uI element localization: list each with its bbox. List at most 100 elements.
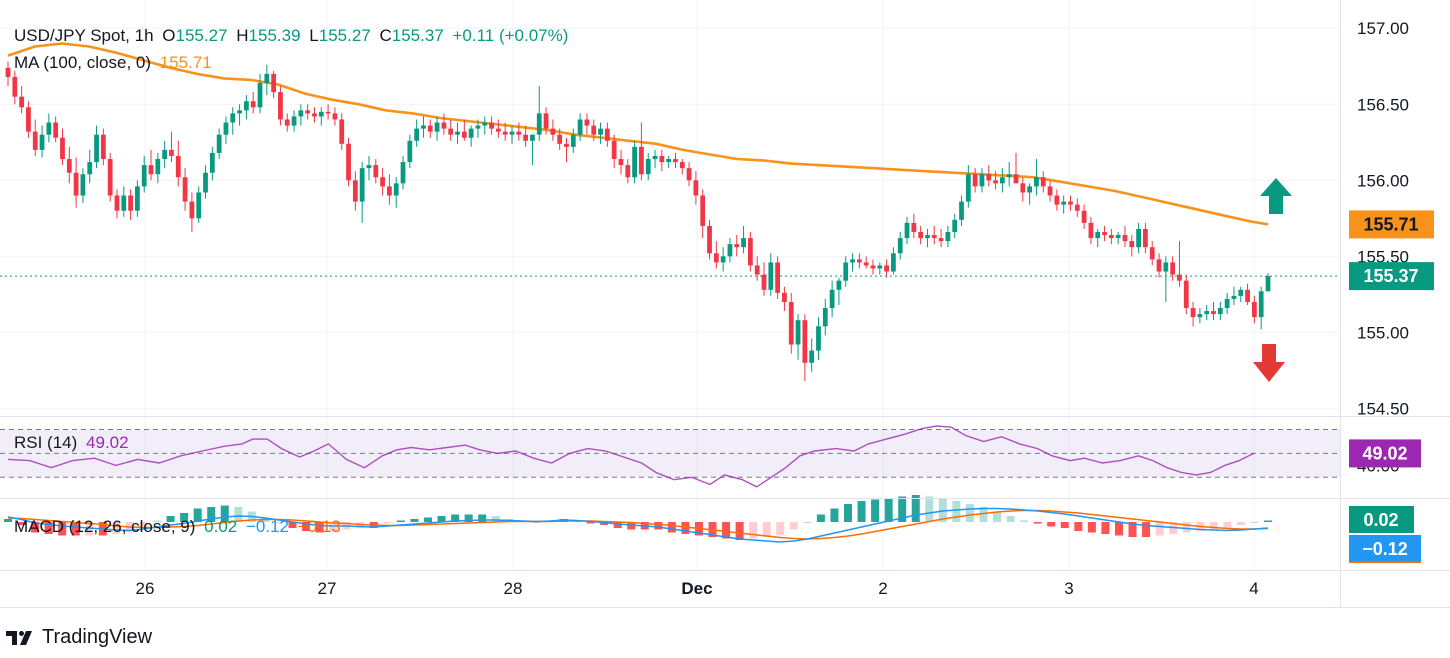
candle-body: [877, 265, 883, 269]
candle-body: [884, 265, 889, 272]
time-tick-label: 3: [1064, 579, 1073, 598]
candle-body: [625, 165, 631, 178]
candle-body: [175, 155, 181, 178]
candle-body: [271, 73, 277, 93]
candle-body: [94, 134, 99, 163]
candle-body: [482, 122, 488, 126]
macd-histogram-bar: [464, 514, 473, 522]
ma-legend-value: 155.71: [159, 53, 212, 72]
candle-body: [536, 113, 542, 135]
macd-histogram-bar: [1209, 522, 1218, 530]
macd-legend-signal: −0.13: [297, 517, 341, 536]
macd-histogram-bar: [871, 499, 880, 522]
candle-body: [1265, 276, 1271, 292]
candle-body: [1183, 280, 1189, 309]
candle-body: [775, 262, 781, 293]
macd-histogram-bar: [288, 522, 297, 528]
candle-body: [352, 180, 358, 202]
axes: 157.00 156.50 156.00 155.50 155.00 154.50 26 27…: [0, 0, 1450, 608]
candle-body: [904, 222, 910, 239]
candle-body: [495, 128, 501, 132]
candle-body: [959, 201, 964, 220]
macd-histogram-bar: [925, 496, 934, 522]
macd-histogram-bar: [613, 522, 622, 528]
macd-histogram-bar: [1047, 522, 1056, 527]
candle-body: [1068, 201, 1073, 205]
candle-body: [237, 110, 242, 114]
candle-body: [1034, 177, 1039, 187]
candle-body: [373, 165, 379, 178]
candle-body: [1006, 174, 1012, 178]
rsi-legend-value: 49.02: [86, 433, 129, 452]
candle-body: [761, 274, 767, 290]
candle-body: [332, 113, 338, 120]
macd-histogram-bar: [1114, 522, 1123, 536]
current-price-tag: [1349, 262, 1434, 291]
candle-body: [1129, 241, 1135, 248]
rsi-pane: [0, 425, 1340, 488]
macd-signal-line: [7, 509, 1269, 540]
candle-body: [60, 137, 65, 160]
candle-body: [863, 262, 869, 266]
time-tick-label: Dec: [681, 579, 712, 598]
macd-histogram-bar: [44, 522, 53, 534]
candle-body: [999, 177, 1005, 184]
price-tick-label: 156.50: [1357, 95, 1409, 114]
symbol-title: USD/JPY Spot, 1h: [14, 26, 154, 45]
candle-body: [80, 174, 86, 196]
macd-histogram-bar: [451, 514, 460, 522]
candle-body: [1040, 177, 1046, 187]
candle-body: [1115, 235, 1121, 239]
price-tick-label: 155.00: [1357, 323, 1409, 342]
candle-body: [700, 195, 706, 226]
grid: [0, 0, 1340, 570]
macd-legend-hist: 0.02: [204, 517, 238, 536]
candle-body: [1102, 232, 1107, 236]
macd-histogram-bar: [139, 522, 148, 527]
candle-body: [312, 113, 317, 117]
candle-body: [788, 301, 794, 345]
time-tick-label: 2: [878, 579, 887, 598]
macd-legend: MACD (12, 26, close, 9) 0.02 −0.12 −0.13: [14, 517, 345, 537]
macd-histogram-bar: [979, 507, 988, 522]
macd-histogram-bar: [1264, 520, 1272, 522]
candle-body: [911, 222, 917, 233]
candle-body: [359, 168, 365, 202]
macd-histogram-bar: [71, 522, 80, 536]
candle-body: [822, 308, 828, 327]
candle-body: [305, 110, 311, 114]
candle-body: [380, 177, 385, 187]
macd-histogram-bar: [722, 522, 731, 539]
open-value: 155.27: [175, 26, 228, 45]
candle-body: [918, 232, 924, 239]
macd-histogram-bar: [396, 520, 405, 522]
macd-histogram-bar: [1087, 522, 1096, 533]
candle-body: [843, 262, 849, 281]
macd-histogram-bar: [1020, 520, 1029, 522]
candle-body: [5, 67, 11, 77]
candle-body: [66, 159, 72, 173]
candle-body: [679, 162, 685, 169]
candle-body: [550, 128, 556, 135]
macd-histogram-bar: [1101, 522, 1110, 534]
macd-value-label: −0.12: [1362, 539, 1408, 559]
tradingview-logo-icon: [6, 630, 32, 645]
candle-body: [591, 125, 597, 135]
candle-body: [747, 238, 753, 266]
candle-body: [169, 149, 174, 156]
candle-body: [318, 111, 324, 117]
candle-body: [570, 134, 576, 147]
candle-body: [209, 152, 215, 173]
candle-body: [216, 134, 222, 153]
macd-hist-label: 0.02: [1363, 510, 1398, 530]
candle-body: [720, 256, 726, 263]
candle-body: [400, 162, 406, 184]
macd-histogram-bar: [274, 522, 283, 524]
candle-body: [203, 172, 208, 193]
price-tick-label: 154.50: [1357, 399, 1409, 418]
ma-legend: MA (100, close, 0) 155.71: [14, 53, 216, 73]
candle-body: [965, 174, 971, 202]
candle-body: [257, 82, 263, 108]
macd-histogram-bar: [17, 522, 26, 525]
